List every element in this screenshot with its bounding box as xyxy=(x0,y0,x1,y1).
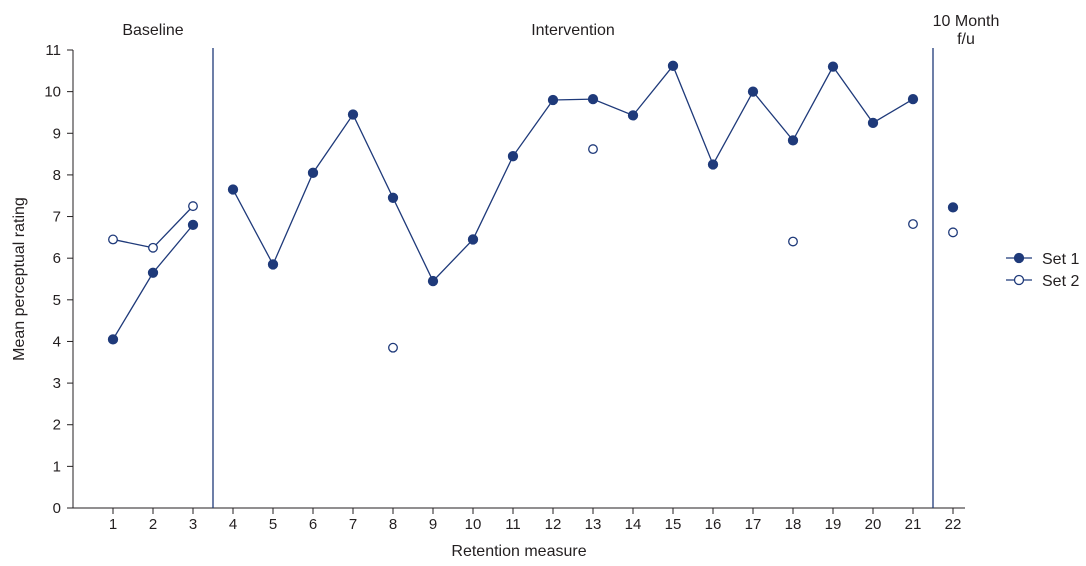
data-point-set-2 xyxy=(148,242,158,253)
series-layer xyxy=(107,60,959,353)
data-point-set-1 xyxy=(707,159,719,170)
data-point-set-2 xyxy=(588,144,598,155)
data-point-set-1 xyxy=(667,60,679,71)
data-point-set-1 xyxy=(227,184,239,195)
y-tick-label: 6 xyxy=(53,250,61,267)
data-point-set-1 xyxy=(947,202,959,213)
phase-label-line2: f/u xyxy=(957,31,975,48)
x-tick-label: 20 xyxy=(865,516,882,533)
x-ticks: 1 2 3 4 5 6 7 8 9 10 11 12 13 14 15 16 17 18 19 20 21 22 xyxy=(109,508,962,533)
x-tick-label: 22 xyxy=(945,516,962,533)
y-tick-label: 2 xyxy=(53,417,61,434)
y-tick-label: 8 xyxy=(53,167,61,184)
x-tick-label: 19 xyxy=(825,516,842,533)
phase-label: Baseline xyxy=(122,22,183,39)
data-point-set-2 xyxy=(388,342,398,353)
x-tick-label: 14 xyxy=(625,516,642,533)
x-tick-label: 7 xyxy=(349,516,357,533)
x-tick-label: 9 xyxy=(429,516,437,533)
data-point-set-2 xyxy=(948,227,958,238)
series-set-2 xyxy=(108,144,958,353)
y-tick-label: 9 xyxy=(53,125,61,142)
x-tick-label: 10 xyxy=(465,516,482,533)
data-point-set-1 xyxy=(147,267,159,278)
data-point-set-1 xyxy=(587,93,599,105)
x-tick-label: 18 xyxy=(785,516,802,533)
series-line-set-2 xyxy=(112,205,194,249)
x-tick-label: 11 xyxy=(505,516,521,533)
data-point-set-1 xyxy=(347,109,359,120)
y-tick-label: 3 xyxy=(53,375,61,392)
x-axis-title: Retention measure xyxy=(451,543,586,560)
phase-divider-lines xyxy=(212,48,934,508)
data-point-set-1 xyxy=(827,61,839,72)
y-tick-label: 0 xyxy=(53,500,61,517)
y-tick-label: 1 xyxy=(53,458,61,475)
y-axis-title: Mean perceptual rating xyxy=(11,197,28,361)
series-set-1 xyxy=(107,60,959,345)
x-tick-label: 13 xyxy=(585,516,602,533)
x-tick-label: 3 xyxy=(189,516,197,533)
x-tick-label: 2 xyxy=(149,516,157,533)
data-point-set-1 xyxy=(867,117,879,129)
x-tick-label: 6 xyxy=(309,516,317,533)
y-tick-label: 10 xyxy=(44,84,61,101)
x-tick-label: 1 xyxy=(109,516,117,533)
data-point-set-1 xyxy=(467,234,479,245)
x-axis: 1 2 3 4 5 6 7 8 9 10 11 12 13 14 15 16 17 18 19 20 21 22 xyxy=(73,507,965,533)
data-point-set-1 xyxy=(267,259,279,270)
phase-label: 10 Month xyxy=(933,13,1000,30)
x-tick-label: 16 xyxy=(705,516,722,533)
x-tick-label: 8 xyxy=(389,516,397,533)
data-point-set-1 xyxy=(307,167,319,178)
y-axis: 0 1 2 3 4 5 6 7 8 9 10 11 xyxy=(44,42,74,517)
y-ticks: 0 1 2 3 4 5 6 7 8 9 10 11 xyxy=(44,42,73,517)
x-tick-label: 4 xyxy=(229,516,237,533)
legend-marker xyxy=(1013,252,1025,264)
legend-item-set-2: Set 2 xyxy=(1006,273,1079,290)
y-tick-label: 11 xyxy=(45,42,61,59)
x-tick-label: 21 xyxy=(905,516,922,533)
legend-item-set-1: Set 1 xyxy=(1006,251,1079,268)
data-point-set-1 xyxy=(907,93,919,105)
data-point-set-1 xyxy=(627,110,639,121)
data-point-set-2 xyxy=(108,234,118,245)
x-tick-label: 17 xyxy=(745,516,762,533)
legend-label: Set 1 xyxy=(1042,251,1079,268)
legend: Set 1 Set 2 xyxy=(1006,251,1079,290)
y-tick-label: 5 xyxy=(53,292,61,309)
legend-marker xyxy=(1013,274,1025,286)
data-point-set-1 xyxy=(107,334,119,345)
data-point-set-1 xyxy=(787,135,799,146)
data-point-set-1 xyxy=(747,86,759,97)
data-point-set-1 xyxy=(507,151,519,162)
phase-label: Intervention xyxy=(531,22,615,39)
series-line-set-1 xyxy=(232,64,914,283)
data-point-set-2 xyxy=(908,219,918,229)
y-tick-label: 7 xyxy=(53,209,61,226)
x-tick-label: 5 xyxy=(269,516,277,533)
data-point-set-1 xyxy=(187,219,199,231)
data-point-set-1 xyxy=(387,192,399,203)
y-tick-label: 4 xyxy=(53,333,61,350)
legend-label: Set 2 xyxy=(1042,273,1079,290)
x-tick-label: 12 xyxy=(545,516,562,533)
data-point-set-1 xyxy=(427,275,439,287)
data-point-set-2 xyxy=(188,201,198,212)
data-point-set-2 xyxy=(788,236,798,247)
data-point-set-1 xyxy=(547,94,559,106)
x-tick-label: 15 xyxy=(665,516,682,533)
